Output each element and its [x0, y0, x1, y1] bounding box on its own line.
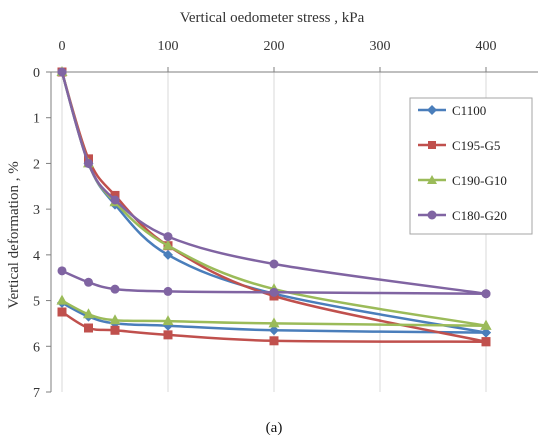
- data-point: [57, 307, 67, 317]
- triangle-icon: [427, 175, 437, 184]
- series-c180-g20: [57, 67, 491, 299]
- legend-entry-c190-g10: C190-G10: [418, 173, 507, 188]
- y-tick-label: 0: [33, 66, 40, 81]
- y-tick-label: 1: [33, 112, 40, 127]
- y-axis-title: Vertical deformation , %: [6, 161, 22, 308]
- legend-label-c180-g20: C180-G20: [452, 208, 507, 223]
- data-point: [269, 287, 279, 297]
- y-tick-label: 4: [33, 249, 40, 264]
- y-tick-label: 7: [33, 386, 40, 401]
- legend-label-c190-g10: C190-G10: [452, 173, 507, 188]
- legend-label-c195-g5: C195-G5: [452, 138, 500, 153]
- series-layer: [56, 66, 492, 347]
- x-tick-label: 200: [264, 39, 285, 54]
- data-point: [481, 289, 491, 299]
- data-point: [57, 67, 67, 77]
- data-point: [84, 323, 93, 333]
- data-point: [57, 266, 67, 276]
- data-point: [162, 239, 174, 250]
- data-point: [480, 319, 492, 330]
- data-point: [163, 249, 173, 260]
- legend: C1100 C195-G5 C190-G10 C180-G20: [409, 97, 533, 235]
- axis-lines: [50, 71, 538, 392]
- series-c195-g5: [57, 67, 491, 347]
- data-point: [481, 337, 491, 347]
- data-point: [481, 327, 491, 338]
- x-tick-label: 100: [158, 39, 179, 54]
- circle-icon: [427, 210, 437, 220]
- legend-entry-c180-g20: C180-G20: [418, 208, 507, 223]
- x-tick-label: 300: [370, 39, 391, 54]
- legend-entry-c195-g5: C195-G5: [418, 138, 500, 153]
- data-point: [269, 336, 279, 346]
- data-point: [110, 325, 120, 335]
- axis-ticks: [46, 67, 487, 393]
- data-point: [163, 232, 173, 242]
- y-tick-label: 6: [33, 340, 40, 355]
- y-tick-label: 5: [33, 295, 40, 310]
- data-point: [84, 277, 93, 287]
- x-tick-label: 400: [476, 39, 497, 54]
- square-icon: [428, 141, 436, 149]
- data-point: [163, 286, 173, 296]
- data-point: [83, 308, 94, 319]
- data-point: [110, 190, 120, 200]
- data-point: [268, 317, 280, 328]
- data-point: [110, 195, 120, 205]
- data-point: [110, 284, 120, 294]
- data-point: [56, 294, 68, 305]
- x-tick-labels: 0 100 200 300 400: [59, 39, 497, 54]
- y-tick-labels: 0 1 2 3 4 5 6 7: [33, 66, 40, 401]
- legend-entry-c1100: C1100: [418, 103, 486, 118]
- data-point: [163, 330, 173, 340]
- legend-label-c1100: C1100: [452, 103, 486, 118]
- x-axis-title: Vertical oedometer stress , kPa: [180, 10, 365, 26]
- figure-caption: (a): [266, 420, 283, 436]
- y-tick-label: 3: [33, 203, 40, 218]
- data-point: [269, 259, 279, 269]
- y-tick-label: 2: [33, 157, 40, 172]
- data-point: [162, 315, 174, 326]
- diamond-icon: [427, 105, 437, 115]
- data-point: [109, 314, 121, 325]
- x-tick-label: 0: [59, 39, 66, 54]
- data-point: [84, 158, 93, 168]
- data-point: [269, 325, 279, 336]
